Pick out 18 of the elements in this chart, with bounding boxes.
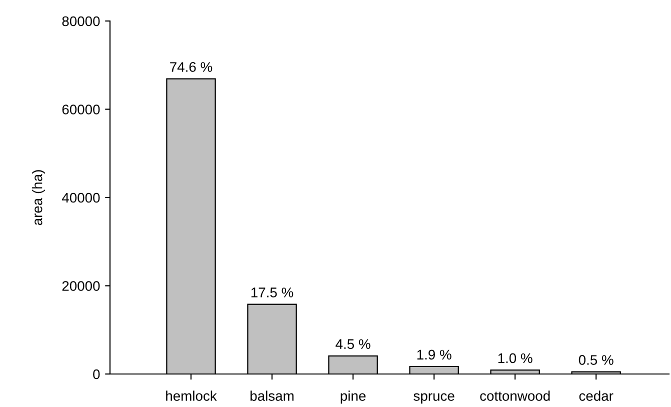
- y-tick-label: 20000: [62, 281, 100, 291]
- y-axis-title: area (ha): [32, 170, 45, 226]
- x-tick-label: cottonwood: [480, 390, 550, 401]
- annotation: 0.5 %: [578, 355, 614, 365]
- annotation: 17.5 %: [251, 288, 294, 298]
- annotation: 4.5 %: [336, 339, 370, 349]
- x-tick-label: cedar: [579, 390, 614, 401]
- x-tick-label: spruce: [414, 393, 454, 404]
- y-tick-label: 60000: [62, 104, 100, 114]
- annotation: 1.0 %: [498, 353, 532, 364]
- y-tick-label: 0: [93, 369, 100, 380]
- x-tick-label: balsam: [250, 390, 294, 401]
- annotation: 74.6 %: [170, 62, 212, 72]
- x-tick-label: pine: [340, 390, 366, 404]
- y-tick-label: 80000: [62, 16, 100, 26]
- annotation: 1.9 %: [417, 350, 452, 360]
- y-tick-label: 40000: [62, 192, 100, 203]
- x-tick-label: hemlock: [166, 390, 217, 401]
